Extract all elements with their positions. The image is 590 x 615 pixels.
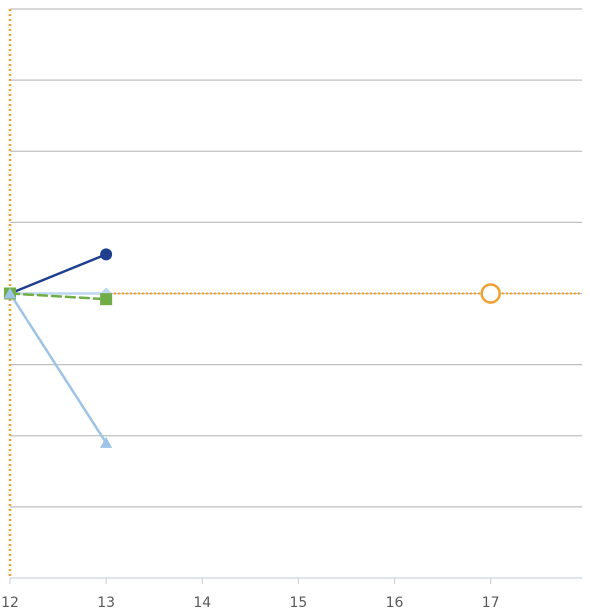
series-line-4: [8, 292, 108, 445]
series-layer: [8, 253, 108, 445]
series-point: [100, 436, 113, 448]
x-tick-label: 14: [193, 595, 211, 611]
x-tick-label: 13: [97, 595, 115, 611]
series-point: [100, 293, 113, 306]
x-tick-label: 17: [482, 595, 500, 611]
series-point: [100, 248, 113, 261]
x-tick-label: 15: [289, 595, 307, 611]
series-line-3: [8, 292, 108, 301]
series-point: [4, 287, 16, 299]
markers: [4, 248, 501, 448]
highlight-point: [480, 283, 501, 304]
x-axis: 12 13 14 15 16 17: [1, 577, 582, 611]
series-line-2: [8, 253, 108, 295]
x-tick-label: 16: [386, 595, 404, 611]
x-tick-label: 12: [1, 595, 19, 611]
